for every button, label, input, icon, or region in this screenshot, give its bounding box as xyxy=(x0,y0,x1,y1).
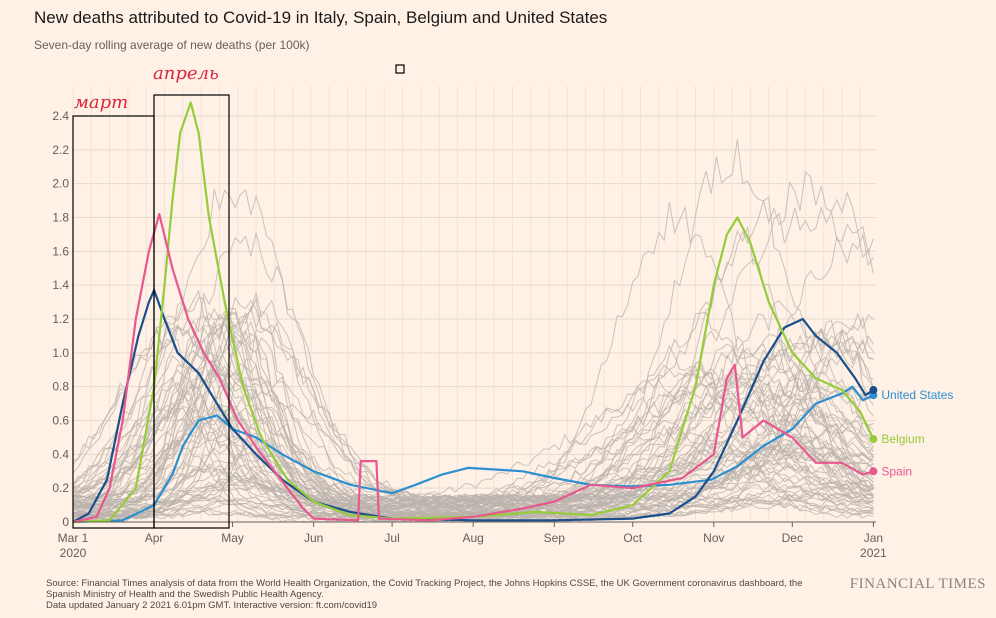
source-note: Source: Financial Times analysis of data… xyxy=(46,578,803,600)
background-country-line xyxy=(72,360,874,504)
x-tick-label: Jul xyxy=(384,531,399,545)
x-tick-label: Jun xyxy=(304,531,323,545)
chart-plot: 0 0.2 0.4 0.6 0.8 1.0 1.2 1.4 1.6 1.8 2.0 2.2 2.4 Ma… xyxy=(52,63,953,560)
x-tick-label: Mar 1 xyxy=(58,531,89,545)
ft-logo: FINANCIAL TIMES xyxy=(849,576,986,592)
y-tick-label: 0.2 xyxy=(52,481,69,495)
background-country-line xyxy=(72,419,874,520)
background-country-line xyxy=(72,374,874,510)
x-tick-label: Dec xyxy=(782,531,803,545)
y-tick-label: 1.0 xyxy=(52,346,69,360)
x-tick-label: Apr xyxy=(145,531,164,545)
y-tick-label: 1.6 xyxy=(52,244,69,258)
series-line-italy xyxy=(72,289,874,523)
x-tick-label: Oct xyxy=(623,531,642,545)
footnote: Source: Financial Times analysis of data… xyxy=(46,578,816,611)
background-country-line xyxy=(72,206,874,504)
x-tick-label: Sep xyxy=(544,531,566,545)
series-label: United States xyxy=(881,388,953,402)
march-annotation: март xyxy=(74,92,128,113)
chart-subtitle: Seven-day rolling average of new deaths … xyxy=(34,38,310,52)
y-tick-label: 2.4 xyxy=(52,109,69,123)
y-axis: 0 0.2 0.4 0.6 0.8 1.0 1.2 1.4 1.6 1.8 2.0 2.2 2.4 xyxy=(52,109,69,529)
series-end-dot xyxy=(869,435,878,444)
background-country-line xyxy=(72,139,874,511)
series-label: Belgium xyxy=(881,432,924,446)
small-square-marker xyxy=(395,64,405,74)
y-tick-label: 2.2 xyxy=(52,143,69,157)
series-line-spain xyxy=(72,213,874,524)
april-box xyxy=(153,94,230,529)
background-country-line xyxy=(72,372,874,512)
updated-note: Data updated January 2 2021 6.01pm GMT. … xyxy=(46,600,378,611)
series-lines xyxy=(72,101,875,524)
y-tick-label: 2.0 xyxy=(52,177,69,191)
background-country-line xyxy=(72,329,874,523)
x-tick-label: Nov xyxy=(703,531,724,545)
series-line-united-states xyxy=(72,385,874,524)
series-end-dot xyxy=(869,386,878,395)
background-country-line xyxy=(72,188,874,506)
series-labels: United States Belgium Spain xyxy=(869,386,953,478)
y-tick-label: 0.6 xyxy=(52,414,69,428)
chart-title: New deaths attributed to Covid-19 in Ita… xyxy=(34,8,608,27)
y-tick-label: 0.4 xyxy=(52,447,69,461)
series-label: Spain xyxy=(881,464,912,478)
background-country-line xyxy=(72,412,874,518)
y-tick-label: 1.2 xyxy=(52,312,69,326)
background-country-line xyxy=(72,463,874,511)
background-country-line xyxy=(72,292,874,503)
x-tick-label: Jan xyxy=(864,531,883,545)
y-tick-label: 1.8 xyxy=(52,211,69,225)
x-tick-year: 2020 xyxy=(60,546,87,560)
april-annotation: апрель xyxy=(153,63,219,84)
background-country-line xyxy=(72,363,874,499)
y-tick-label: 0 xyxy=(62,515,69,529)
series-end-dot xyxy=(869,467,878,476)
x-tick-year: 2021 xyxy=(860,546,887,560)
y-tick-label: 1.4 xyxy=(52,278,69,292)
x-tick-label: Aug xyxy=(463,531,484,545)
y-tick-label: 0.8 xyxy=(52,380,69,394)
x-tick-label: May xyxy=(221,531,244,545)
background-country-line xyxy=(72,319,874,515)
